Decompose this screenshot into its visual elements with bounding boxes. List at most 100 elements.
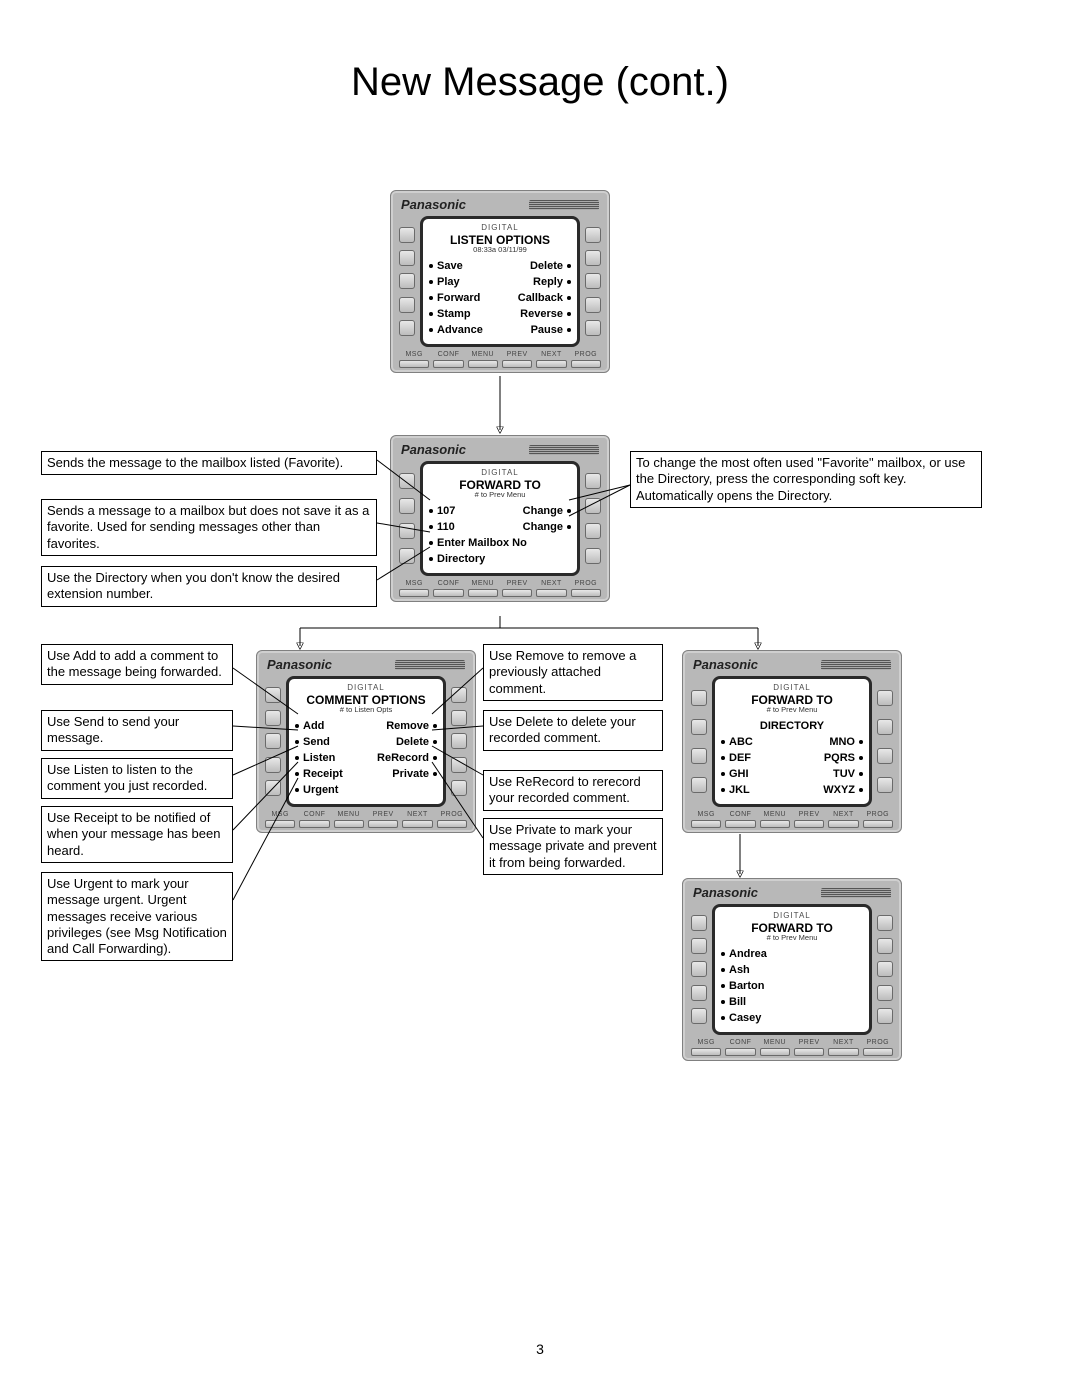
softkey-left-4[interactable] <box>691 985 707 1001</box>
bottomkey-next[interactable] <box>402 820 432 828</box>
softkey-right-3[interactable] <box>877 748 893 764</box>
speaker-grille <box>529 200 599 210</box>
softkey-right-5[interactable] <box>451 780 467 796</box>
softkey-left-3[interactable] <box>399 523 415 539</box>
bottomkey-label: CONF <box>299 811 329 818</box>
lcd-row: ReceiptPrivate <box>295 766 437 782</box>
softkey-right-3[interactable] <box>877 961 893 977</box>
bottomkey-prog[interactable] <box>863 820 893 828</box>
lcd-row-left: Advance <box>433 322 500 338</box>
bottomkey-conf[interactable] <box>433 589 463 597</box>
lcd-row-left: Casey <box>725 1010 863 1026</box>
bottomkey-prev[interactable] <box>502 360 532 368</box>
bottomkey-prev[interactable] <box>794 820 824 828</box>
softkey-left-1[interactable] <box>691 690 707 706</box>
softkey-left-3[interactable] <box>691 748 707 764</box>
softkey-left-2[interactable] <box>691 719 707 735</box>
bottomkey-conf[interactable] <box>725 1048 755 1056</box>
bottomkey-msg[interactable] <box>399 589 429 597</box>
lcd-row-right: Change <box>500 519 567 535</box>
bottomkey-menu[interactable] <box>760 1048 790 1056</box>
softkey-left-1[interactable] <box>399 227 415 243</box>
bottomkey-msg[interactable] <box>265 820 295 828</box>
bottomkey-label: NEXT <box>536 351 566 358</box>
softkey-right-1[interactable] <box>877 915 893 931</box>
bottomkey-conf[interactable] <box>433 360 463 368</box>
softkey-left-2[interactable] <box>399 250 415 266</box>
callout-remove: Use Remove to remove a previously attach… <box>483 644 663 701</box>
softkey-left-4[interactable] <box>399 548 415 564</box>
bottomkey-label: PROG <box>437 811 467 818</box>
bottomkey-msg[interactable] <box>399 360 429 368</box>
softkey-left-4[interactable] <box>399 297 415 313</box>
bottomkey-prev[interactable] <box>368 820 398 828</box>
lcd-row-right: Remove <box>366 718 433 734</box>
bottomkey-label: MSG <box>691 811 721 818</box>
softkey-left-2[interactable] <box>399 498 415 514</box>
lcd-row: ListenReRecord <box>295 750 437 766</box>
bottomkey-prog[interactable] <box>863 1048 893 1056</box>
softkey-right-2[interactable] <box>451 710 467 726</box>
device-forward: PanasonicDIGITALFORWARD TO# to Prev Menu… <box>390 435 610 602</box>
softkey-left-3[interactable] <box>399 273 415 289</box>
bottomkey-prev[interactable] <box>502 589 532 597</box>
softkey-right-1[interactable] <box>585 227 601 243</box>
bottomkey-menu[interactable] <box>334 820 364 828</box>
lcd-banner: DIGITAL <box>721 683 863 692</box>
bottomkey-conf[interactable] <box>725 820 755 828</box>
bottomkey-next[interactable] <box>828 820 858 828</box>
softkey-right-2[interactable] <box>585 250 601 266</box>
bottomkey-next[interactable] <box>828 1048 858 1056</box>
softkey-left-5[interactable] <box>399 320 415 336</box>
bottomkey-prev[interactable] <box>794 1048 824 1056</box>
softkey-right-3[interactable] <box>451 733 467 749</box>
softkey-right-3[interactable] <box>585 523 601 539</box>
softkey-right-4[interactable] <box>877 777 893 793</box>
bottomkey-prog[interactable] <box>437 820 467 828</box>
lcd-row: DEFPQRS <box>721 750 863 766</box>
softkey-right-5[interactable] <box>877 1008 893 1024</box>
softkey-right-5[interactable] <box>585 320 601 336</box>
bottomkey-label: MENU <box>334 811 364 818</box>
bottomkey-next[interactable] <box>536 589 566 597</box>
softkey-right-1[interactable] <box>451 687 467 703</box>
softkey-right-2[interactable] <box>877 938 893 954</box>
bottomkey-label: CONF <box>433 351 463 358</box>
softkey-left-2[interactable] <box>265 710 281 726</box>
softkey-right-4[interactable] <box>877 985 893 1001</box>
softkey-right-4[interactable] <box>585 297 601 313</box>
bottomkey-prog[interactable] <box>571 589 601 597</box>
bottomkey-next[interactable] <box>536 360 566 368</box>
bottomkey-menu[interactable] <box>760 820 790 828</box>
softkey-left-4[interactable] <box>691 777 707 793</box>
softkey-left-1[interactable] <box>399 473 415 489</box>
device-directory: PanasonicDIGITALFORWARD TO# to Prev Menu… <box>682 650 902 833</box>
softkey-right-4[interactable] <box>451 757 467 773</box>
page: New Message (cont.) PanasonicDIGITALLIST… <box>0 0 1080 1397</box>
lcd-row: GHITUV <box>721 766 863 782</box>
lcd-row: Bill <box>721 994 863 1010</box>
softkey-right-2[interactable] <box>585 498 601 514</box>
softkey-left-2[interactable] <box>691 938 707 954</box>
callout-private: Use Private to mark your message private… <box>483 818 663 875</box>
speaker-grille <box>529 445 599 455</box>
bottomkey-prog[interactable] <box>571 360 601 368</box>
softkey-left-5[interactable] <box>691 1008 707 1024</box>
softkey-left-3[interactable] <box>691 961 707 977</box>
softkey-right-2[interactable] <box>877 719 893 735</box>
softkey-left-3[interactable] <box>265 733 281 749</box>
softkey-left-1[interactable] <box>265 687 281 703</box>
softkey-right-1[interactable] <box>877 690 893 706</box>
softkey-left-5[interactable] <box>265 780 281 796</box>
bottomkey-menu[interactable] <box>468 589 498 597</box>
bottomkey-msg[interactable] <box>691 820 721 828</box>
softkey-right-4[interactable] <box>585 548 601 564</box>
softkey-right-3[interactable] <box>585 273 601 289</box>
bottomkey-conf[interactable] <box>299 820 329 828</box>
bottomkey-msg[interactable] <box>691 1048 721 1056</box>
lcd-row-left: Urgent <box>299 782 437 798</box>
softkey-left-4[interactable] <box>265 757 281 773</box>
softkey-right-1[interactable] <box>585 473 601 489</box>
softkey-left-1[interactable] <box>691 915 707 931</box>
bottomkey-menu[interactable] <box>468 360 498 368</box>
